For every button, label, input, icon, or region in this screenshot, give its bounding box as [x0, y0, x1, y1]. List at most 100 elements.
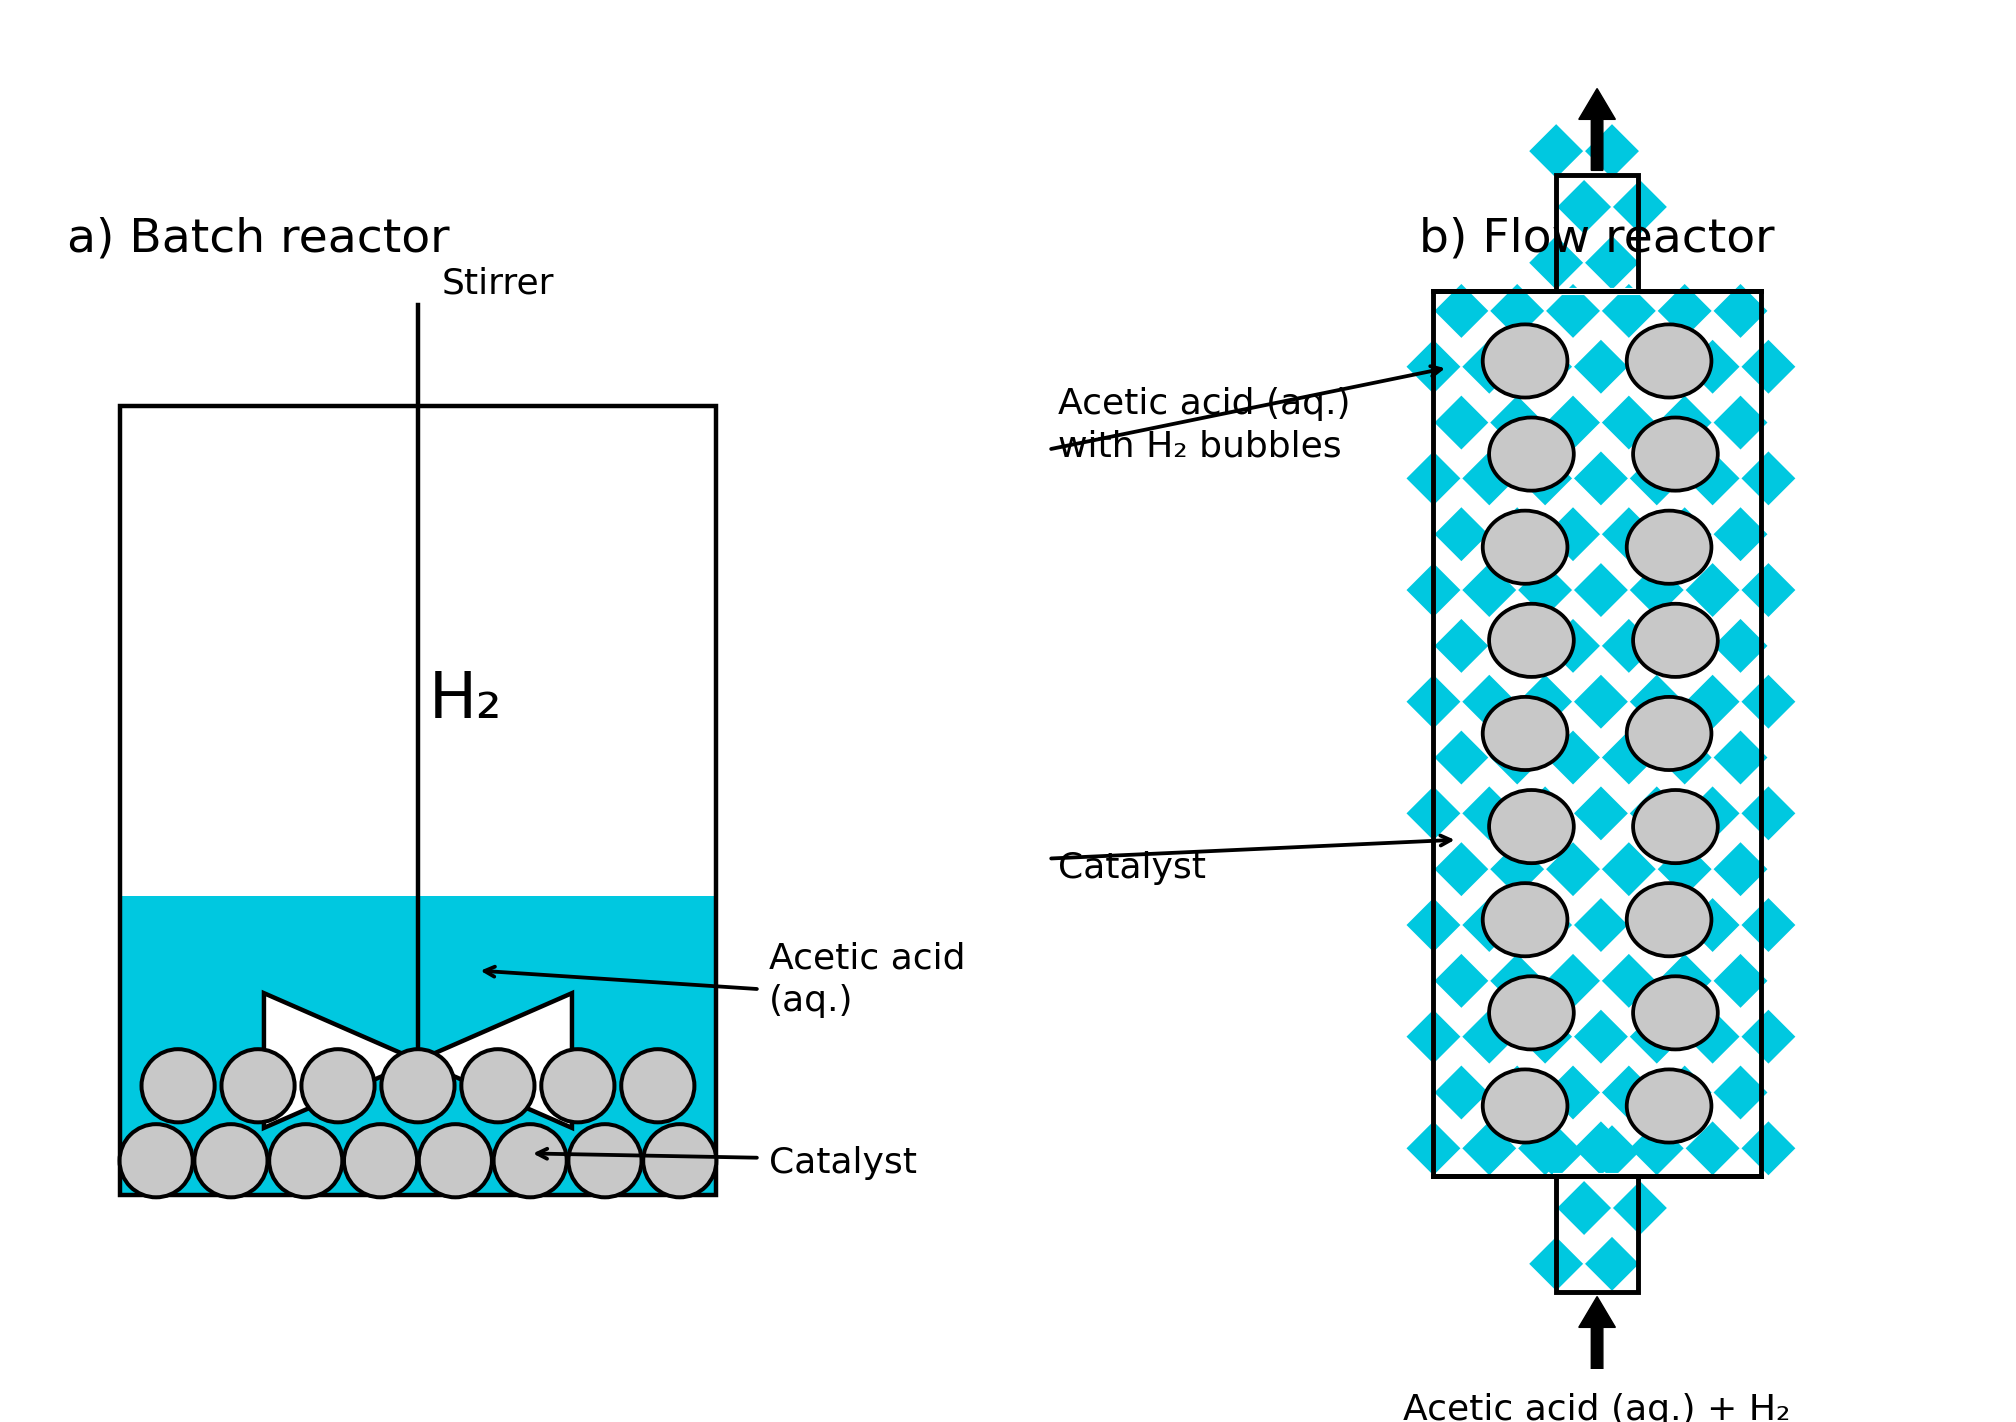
Circle shape: [302, 1049, 375, 1122]
Polygon shape: [1629, 1122, 1683, 1175]
Bar: [119, 896, 716, 1196]
Circle shape: [345, 1125, 417, 1197]
Polygon shape: [1574, 340, 1627, 394]
Polygon shape: [1603, 1065, 1655, 1119]
Polygon shape: [1574, 451, 1627, 505]
Polygon shape: [1685, 899, 1740, 951]
Polygon shape: [1407, 899, 1460, 951]
Polygon shape: [1629, 675, 1683, 728]
Polygon shape: [1657, 395, 1712, 449]
Polygon shape: [1435, 508, 1488, 562]
Bar: [1433, 290, 1760, 1176]
Circle shape: [643, 1125, 716, 1197]
Polygon shape: [1462, 786, 1516, 840]
Polygon shape: [1530, 236, 1583, 290]
Polygon shape: [1530, 1125, 1583, 1179]
Text: Acetic acid
(aq.): Acetic acid (aq.): [770, 941, 966, 1018]
Polygon shape: [1518, 451, 1572, 505]
Polygon shape: [1585, 124, 1639, 178]
Polygon shape: [417, 993, 573, 1128]
Polygon shape: [1407, 786, 1460, 840]
Polygon shape: [1490, 954, 1544, 1008]
Polygon shape: [1518, 899, 1572, 951]
Bar: [1556, 175, 1637, 290]
Polygon shape: [1518, 786, 1572, 840]
Ellipse shape: [1627, 324, 1712, 398]
Polygon shape: [1462, 675, 1516, 728]
Bar: [1433, 290, 1760, 1176]
Text: Stirrer: Stirrer: [442, 266, 554, 300]
Polygon shape: [1585, 236, 1639, 290]
Polygon shape: [1629, 451, 1683, 505]
Polygon shape: [1613, 181, 1667, 233]
Polygon shape: [1574, 899, 1627, 951]
Polygon shape: [1742, 563, 1796, 617]
Circle shape: [419, 1125, 492, 1197]
Polygon shape: [1585, 1125, 1639, 1179]
Polygon shape: [1462, 1122, 1516, 1175]
Circle shape: [141, 1049, 214, 1122]
Polygon shape: [1685, 563, 1740, 617]
FancyArrow shape: [1579, 88, 1615, 171]
Ellipse shape: [1627, 510, 1712, 584]
Polygon shape: [1657, 842, 1712, 896]
Circle shape: [270, 1125, 343, 1197]
Text: Acetic acid (aq.)
with H₂ bubbles: Acetic acid (aq.) with H₂ bubbles: [1058, 387, 1351, 464]
Polygon shape: [1742, 899, 1796, 951]
Polygon shape: [1685, 786, 1740, 840]
Polygon shape: [1518, 1010, 1572, 1064]
Polygon shape: [1603, 619, 1655, 673]
Polygon shape: [1490, 395, 1544, 449]
Text: Catalyst: Catalyst: [1058, 852, 1206, 886]
Text: a) Batch reactor: a) Batch reactor: [67, 216, 450, 262]
Circle shape: [621, 1049, 694, 1122]
Text: b) Flow reactor: b) Flow reactor: [1419, 216, 1774, 262]
Ellipse shape: [1482, 1069, 1566, 1142]
Polygon shape: [1657, 619, 1712, 673]
Polygon shape: [1613, 1182, 1667, 1234]
Polygon shape: [1462, 451, 1516, 505]
Polygon shape: [1530, 124, 1583, 178]
Polygon shape: [1546, 508, 1601, 562]
Polygon shape: [1530, 1237, 1583, 1291]
Polygon shape: [1574, 675, 1627, 728]
Polygon shape: [1518, 340, 1572, 394]
Polygon shape: [1546, 284, 1601, 338]
Polygon shape: [1435, 395, 1488, 449]
Ellipse shape: [1633, 791, 1718, 863]
Polygon shape: [1490, 508, 1544, 562]
Circle shape: [119, 1125, 194, 1197]
Circle shape: [494, 1125, 566, 1197]
Polygon shape: [1556, 181, 1611, 233]
Polygon shape: [1407, 451, 1460, 505]
Polygon shape: [1714, 619, 1768, 673]
Polygon shape: [1574, 563, 1627, 617]
Polygon shape: [1435, 842, 1488, 896]
Circle shape: [540, 1049, 615, 1122]
Polygon shape: [1490, 842, 1544, 896]
Polygon shape: [1603, 731, 1655, 785]
Polygon shape: [1685, 451, 1740, 505]
Polygon shape: [1546, 619, 1601, 673]
Ellipse shape: [1633, 604, 1718, 677]
Polygon shape: [1714, 284, 1768, 338]
Polygon shape: [1546, 1065, 1601, 1119]
Polygon shape: [1742, 340, 1796, 394]
Polygon shape: [1435, 1065, 1488, 1119]
Polygon shape: [1629, 340, 1683, 394]
Ellipse shape: [1482, 883, 1566, 957]
Polygon shape: [1462, 563, 1516, 617]
Polygon shape: [1407, 1122, 1460, 1175]
Ellipse shape: [1490, 418, 1574, 491]
Polygon shape: [1714, 395, 1768, 449]
Polygon shape: [1518, 1122, 1572, 1175]
Polygon shape: [1407, 563, 1460, 617]
Polygon shape: [1603, 954, 1655, 1008]
Ellipse shape: [1627, 883, 1712, 957]
Ellipse shape: [1482, 510, 1566, 584]
Polygon shape: [264, 993, 417, 1128]
Polygon shape: [1490, 619, 1544, 673]
Polygon shape: [1742, 1122, 1796, 1175]
Polygon shape: [1685, 1122, 1740, 1175]
Polygon shape: [1657, 508, 1712, 562]
